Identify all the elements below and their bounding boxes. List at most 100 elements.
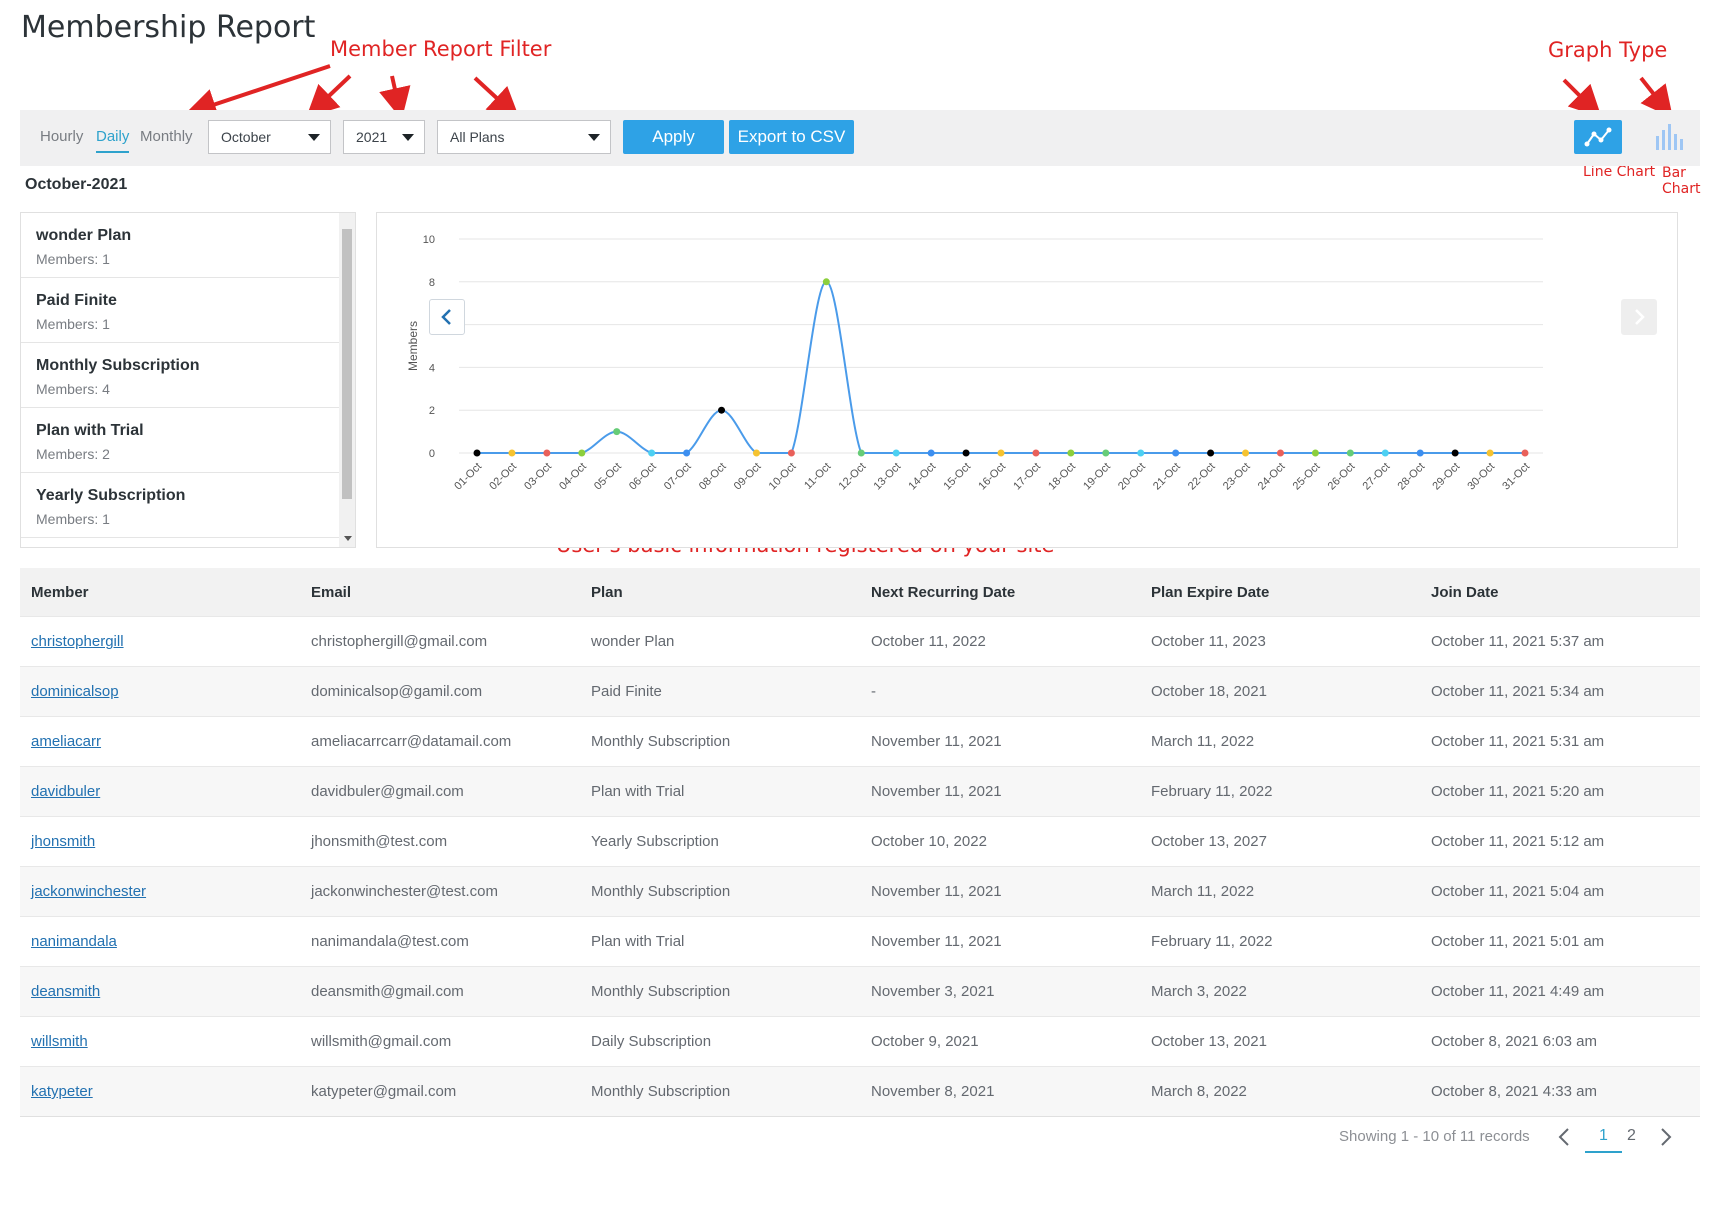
- plan-item[interactable]: wonder Plan Members: 1: [21, 213, 339, 278]
- member-link[interactable]: davidbuler: [31, 783, 101, 800]
- header-join-date[interactable]: Join Date: [1420, 568, 1700, 617]
- data-point: [1067, 449, 1075, 457]
- y-tick-label: 10: [423, 234, 435, 246]
- table-row: dominicalsop dominicalsop@gamil.com Paid…: [20, 666, 1700, 717]
- member-link[interactable]: willsmith: [31, 1033, 88, 1050]
- year-select[interactable]: 2021: [343, 120, 425, 154]
- member-link[interactable]: jhonsmith: [31, 833, 96, 850]
- header-plan-expire[interactable]: Plan Expire Date: [1140, 568, 1420, 617]
- member-link[interactable]: jackonwinchester: [31, 883, 147, 900]
- plan-list-scroll-thumb[interactable]: [342, 229, 352, 499]
- page-link-2[interactable]: 2: [1627, 1127, 1636, 1144]
- join-date-cell: October 8, 2021 4:33 am: [1420, 1066, 1700, 1117]
- member-cell: katypeter: [20, 1066, 300, 1117]
- member-cell: deansmith: [20, 966, 300, 1017]
- plan-item[interactable]: Plan with Trial Members: 2: [21, 408, 339, 473]
- x-tick-label: 17-Oct: [1011, 461, 1043, 493]
- export-csv-button[interactable]: Export to CSV: [729, 120, 854, 154]
- header-member[interactable]: Member: [20, 568, 300, 617]
- period-hourly[interactable]: Hourly: [40, 128, 84, 145]
- data-point: [1242, 449, 1250, 457]
- page-link-1[interactable]: 1: [1585, 1127, 1622, 1153]
- month-select[interactable]: October: [208, 120, 331, 154]
- arrow-to-periods: [184, 64, 331, 120]
- member-link[interactable]: ameliacarr: [31, 733, 102, 750]
- plan-item[interactable]: Paid Finite Members: 1: [21, 278, 339, 343]
- x-tick-label: 08-Oct: [697, 461, 729, 493]
- member-link[interactable]: deansmith: [31, 983, 101, 1000]
- annotation-line-chart: Line Chart: [1583, 164, 1656, 180]
- chart-next-button[interactable]: [1621, 299, 1657, 335]
- data-point: [473, 449, 481, 457]
- header-email[interactable]: Email: [300, 568, 580, 617]
- member-cell: jackonwinchester: [20, 866, 300, 917]
- x-tick-label: 04-Oct: [557, 461, 589, 493]
- pagination-prev-icon[interactable]: [1556, 1126, 1572, 1148]
- x-tick-label: 22-Oct: [1186, 461, 1218, 493]
- plan-name: Plan with Trial: [36, 422, 144, 439]
- join-date-cell: October 11, 2021 5:34 am: [1420, 666, 1700, 717]
- email-cell: christophergill@gmail.com: [300, 616, 580, 667]
- plan-select[interactable]: All Plans: [437, 120, 611, 154]
- plan-name: wonder Plan: [36, 227, 132, 244]
- plan-name: Monthly Subscription: [36, 357, 200, 374]
- data-point: [962, 449, 970, 457]
- y-axis-label: Members: [406, 321, 420, 371]
- bar-chart-button[interactable]: [1644, 120, 1692, 154]
- email-cell: jhonsmith@test.com: [300, 816, 580, 867]
- plan-cell: Daily Subscription: [580, 1016, 860, 1067]
- member-link[interactable]: katypeter: [31, 1083, 93, 1100]
- chart-panel: 0 2 4 8 10 Members 01-Oct 02-Oct 03-Oct 04-Oct 05-…: [376, 212, 1678, 548]
- period-daily[interactable]: Daily: [96, 128, 130, 153]
- period-monthly[interactable]: Monthly: [140, 128, 193, 145]
- email-cell: ameliacarrcarr@datamail.com: [300, 716, 580, 767]
- y-tick-label: 4: [429, 362, 435, 374]
- header-next-recurring[interactable]: Next Recurring Date: [860, 568, 1140, 617]
- data-point: [1381, 449, 1389, 457]
- x-tick-label: 28-Oct: [1395, 461, 1427, 493]
- join-date-cell: October 11, 2021 5:01 am: [1420, 916, 1700, 967]
- next-recurring-cell: October 10, 2022: [860, 816, 1140, 867]
- plan-expire-cell: February 11, 2022: [1140, 766, 1420, 817]
- table-row: davidbuler davidbuler@gmail.com Plan wit…: [20, 766, 1700, 817]
- plan-cell: Monthly Subscription: [580, 716, 860, 767]
- next-recurring-cell: November 11, 2021: [860, 766, 1140, 817]
- chart-prev-button[interactable]: [429, 299, 465, 335]
- pagination-next-icon[interactable]: [1658, 1126, 1674, 1148]
- plan-cell: Yearly Subscription: [580, 816, 860, 867]
- next-recurring-cell: November 11, 2021: [860, 716, 1140, 767]
- data-point: [997, 449, 1005, 457]
- line-chart: 0 2 4 8 10 Members 01-Oct 02-Oct 03-Oct 04-Oct 05-…: [406, 234, 1543, 493]
- member-cell: dominicalsop: [20, 666, 300, 717]
- scroll-down-icon[interactable]: [343, 535, 353, 543]
- x-tick-label: 31-Oct: [1500, 461, 1532, 493]
- x-tick-label: 26-Oct: [1326, 461, 1358, 493]
- x-tick-label: 19-Oct: [1081, 461, 1113, 493]
- line-chart-button[interactable]: [1574, 120, 1622, 154]
- member-link[interactable]: nanimandala: [31, 933, 117, 950]
- x-tick-label: 09-Oct: [732, 461, 764, 493]
- next-recurring-cell: -: [860, 666, 1140, 717]
- next-recurring-cell: October 11, 2022: [860, 616, 1140, 667]
- plan-select-value: All Plans: [450, 129, 505, 145]
- email-cell: davidbuler@gmail.com: [300, 766, 580, 817]
- apply-button[interactable]: Apply: [623, 120, 724, 154]
- data-point: [718, 406, 726, 414]
- plan-item[interactable]: Yearly Subscription Members: 1: [21, 473, 339, 538]
- next-recurring-cell: November 11, 2021: [860, 916, 1140, 967]
- header-plan[interactable]: Plan: [580, 568, 860, 617]
- table-row: ameliacarr ameliacarrcarr@datamail.com M…: [20, 716, 1700, 767]
- data-point: [578, 449, 586, 457]
- email-cell: nanimandala@test.com: [300, 916, 580, 967]
- x-tick-label: 25-Oct: [1291, 461, 1323, 493]
- plan-list: wonder Plan Members: 1 Paid Finite Membe…: [20, 212, 356, 548]
- plan-members: Members: 2: [36, 446, 110, 462]
- data-point: [787, 449, 795, 457]
- plan-item[interactable]: Monthly Subscription Members: 4: [21, 343, 339, 408]
- data-point: [927, 449, 935, 457]
- y-tick-label: 2: [429, 405, 435, 417]
- plan-members: Members: 1: [36, 251, 110, 267]
- member-link[interactable]: dominicalsop: [31, 683, 119, 700]
- data-point: [683, 449, 691, 457]
- member-link[interactable]: christophergill: [31, 633, 124, 650]
